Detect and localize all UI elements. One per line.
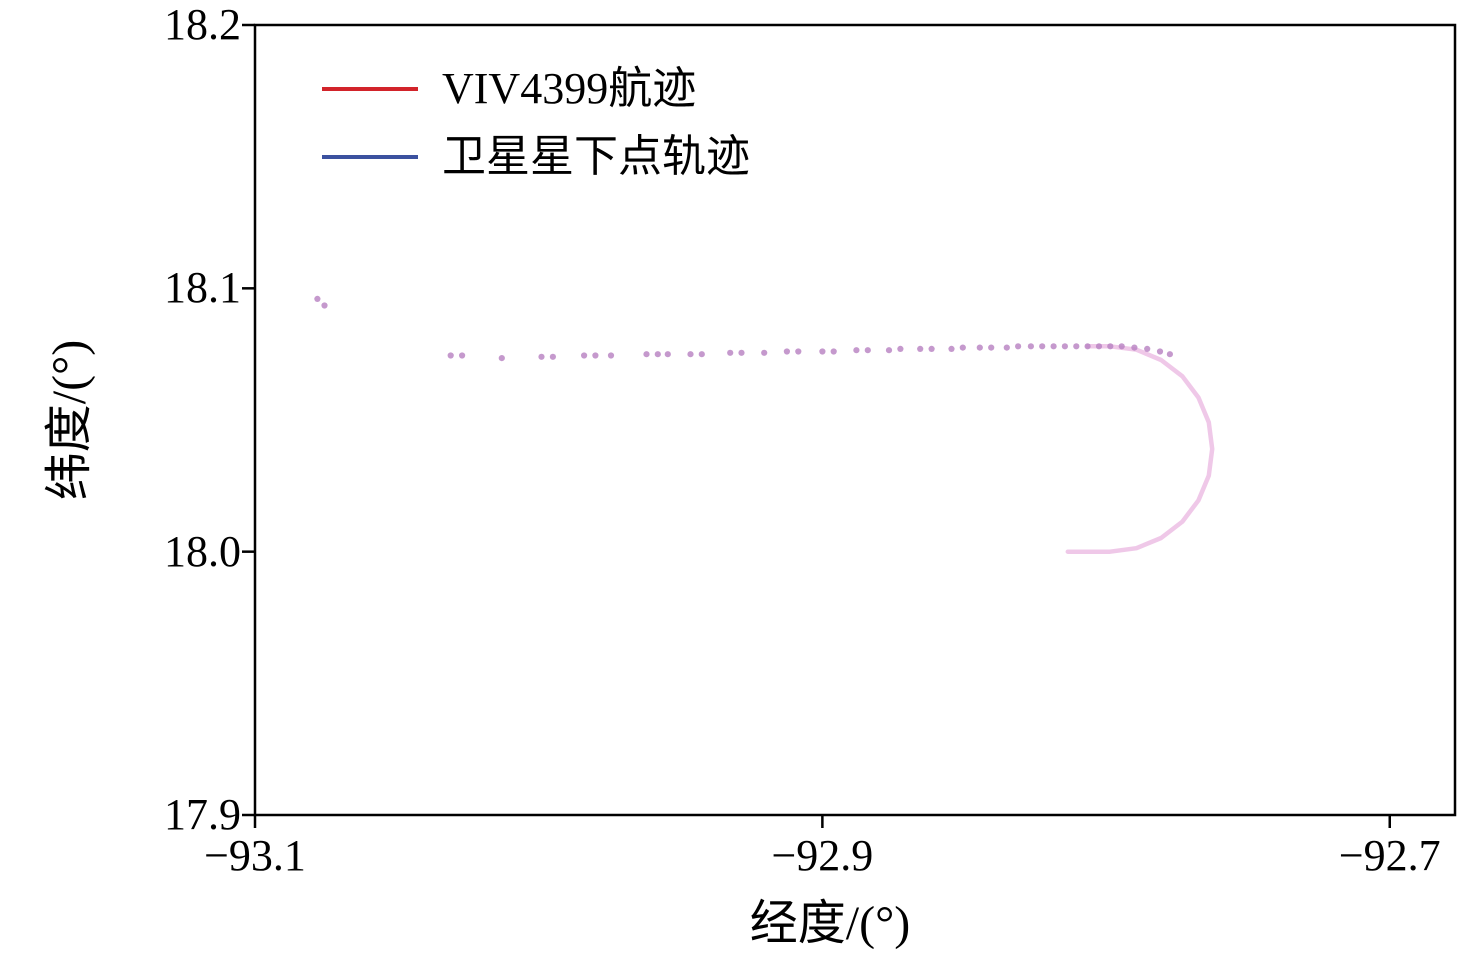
x-tick-label: −92.9 (771, 831, 874, 880)
tick-marks (242, 23, 1392, 828)
track-dot (687, 351, 694, 358)
track-dot (549, 353, 557, 360)
track-dot (988, 344, 995, 351)
blue-line-swatch (322, 155, 418, 159)
track-dot (917, 345, 924, 352)
y-axis-title: 纬度/(°) (43, 339, 96, 501)
track-dot (459, 352, 466, 359)
track-dot (607, 352, 615, 359)
legend-item-satellite-track: 卫星星下点轨迹 (322, 128, 750, 186)
track-dot (1003, 344, 1010, 351)
legend: VIV4399航迹 卫星星下点轨迹 (322, 60, 750, 186)
track-dot (447, 352, 454, 359)
x-tick-label: −93.1 (204, 831, 306, 880)
track-dot (783, 348, 791, 355)
track-dot (928, 345, 935, 352)
track-dot (321, 302, 328, 309)
track-dot (1095, 343, 1103, 350)
track-dot (1107, 343, 1114, 350)
track-dot (698, 351, 705, 358)
track-dot (830, 348, 837, 355)
track-dot (976, 344, 983, 351)
track-dot (948, 345, 955, 352)
y-tick-label: 18.2 (164, 0, 241, 49)
track-dot (581, 352, 588, 359)
track-dot (738, 349, 745, 356)
track-dot (1084, 343, 1091, 350)
legend-item-ship-track: VIV4399航迹 (322, 60, 750, 118)
y-tick-label: 18.0 (164, 526, 241, 576)
y-tick-label: 17.9 (164, 790, 241, 839)
y-tick-label: 18.1 (164, 263, 241, 313)
track-dot (538, 353, 545, 360)
track-dot (1015, 343, 1022, 350)
red-line-swatch (322, 87, 418, 91)
track-curve (1065, 344, 1215, 554)
track-dot (795, 348, 802, 355)
track-dot (885, 347, 893, 354)
track-dot (1144, 345, 1151, 352)
track-dot (664, 351, 671, 358)
track-dot (959, 344, 966, 351)
legend-label-ship-track: VIV4399航迹 (442, 63, 697, 113)
track-dot (853, 347, 860, 354)
track-dot (592, 352, 599, 359)
track-dot (819, 348, 826, 355)
track-dot (1050, 343, 1057, 350)
track-dot (1039, 343, 1046, 350)
track-dot (314, 295, 321, 302)
track-dot (864, 347, 871, 354)
track-dot (1027, 343, 1034, 350)
track-dot (727, 349, 734, 356)
flight-track (314, 295, 1215, 554)
track-dot (897, 345, 904, 352)
legend-label-satellite-track: 卫星星下点轨迹 (442, 131, 750, 181)
track-dot (654, 351, 661, 358)
track-dot (643, 351, 650, 358)
plot-border (253, 23, 1457, 817)
x-tick-label: −92.7 (1338, 831, 1441, 880)
track-dot (498, 355, 505, 362)
track-dot (1156, 348, 1164, 355)
x-axis-title: 经度/(°) (749, 897, 911, 950)
track-dot (1061, 343, 1068, 350)
track-dot (1073, 343, 1080, 350)
track-dot (761, 349, 768, 356)
track-dot (1118, 343, 1125, 350)
track-dot (1131, 344, 1138, 351)
track-dot (1166, 351, 1173, 358)
